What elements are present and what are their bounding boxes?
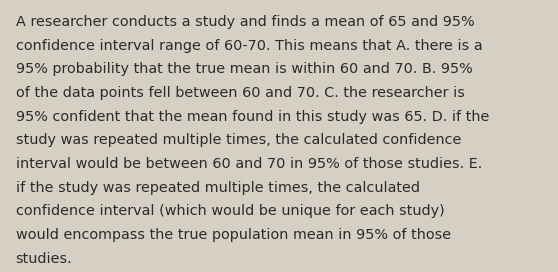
Text: of the data points fell between 60 and 70. C. the researcher is: of the data points fell between 60 and 7… <box>16 86 464 100</box>
Text: A researcher conducts a study and finds a mean of 65 and 95%: A researcher conducts a study and finds … <box>16 15 474 29</box>
Text: confidence interval (which would be unique for each study): confidence interval (which would be uniq… <box>16 204 444 218</box>
Text: interval would be between 60 and 70 in 95% of those studies. E.: interval would be between 60 and 70 in 9… <box>16 157 482 171</box>
Text: if the study was repeated multiple times, the calculated: if the study was repeated multiple times… <box>16 181 420 194</box>
Text: would encompass the true population mean in 95% of those: would encompass the true population mean… <box>16 228 451 242</box>
Text: study was repeated multiple times, the calculated confidence: study was repeated multiple times, the c… <box>16 133 461 147</box>
Text: 95% confident that the mean found in this study was 65. D. if the: 95% confident that the mean found in thi… <box>16 110 489 123</box>
Text: 95% probability that the true mean is within 60 and 70. B. 95%: 95% probability that the true mean is wi… <box>16 62 473 76</box>
Text: confidence interval range of 60-70. This means that A. there is a: confidence interval range of 60-70. This… <box>16 39 482 52</box>
Text: studies.: studies. <box>16 252 72 265</box>
